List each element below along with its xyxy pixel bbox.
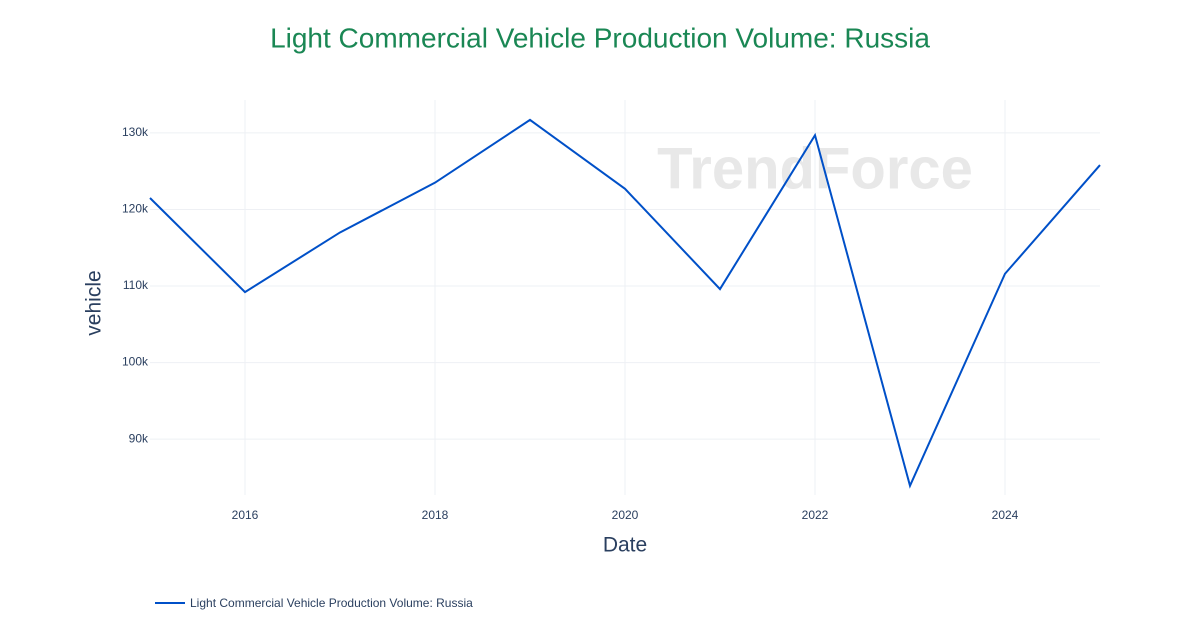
y-axis-title: vehicle (83, 270, 106, 335)
y-tick-label: 130k (122, 125, 149, 139)
x-axis-title: Date (603, 534, 647, 557)
chart-title: Light Commercial Vehicle Production Volu… (270, 22, 930, 53)
x-tick-label: 2024 (992, 508, 1019, 522)
x-tick-label: 2022 (802, 508, 829, 522)
data-line (149, 118, 1101, 489)
legend-label: Light Commercial Vehicle Production Volu… (190, 596, 473, 610)
y-tick-label: 110k (123, 278, 149, 292)
x-tick-label: 2016 (232, 508, 259, 522)
y-tick-label: 120k (122, 202, 149, 216)
x-tick-label: 2020 (612, 508, 639, 522)
y-tick-label: 90k (129, 431, 149, 445)
y-tick-label: 100k (122, 355, 149, 369)
x-tick-label: 2018 (422, 508, 449, 522)
